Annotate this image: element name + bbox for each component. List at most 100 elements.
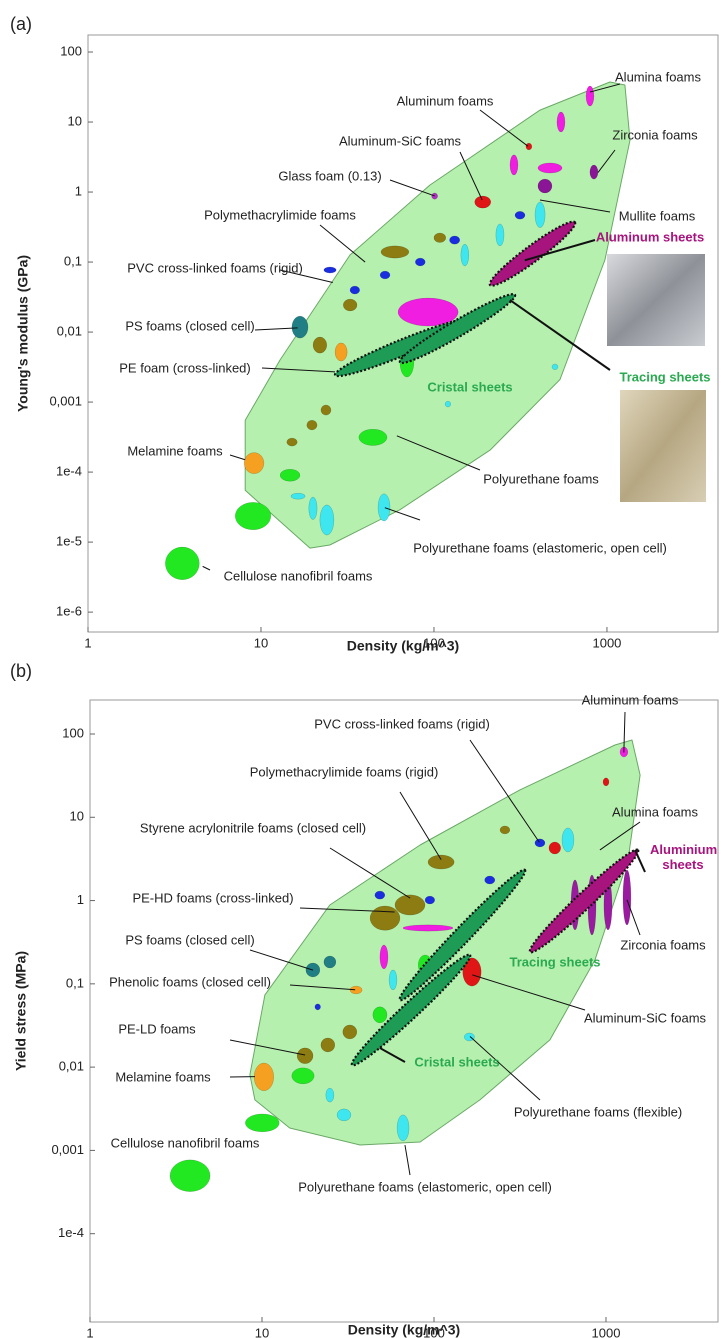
leader-line bbox=[319, 224, 366, 263]
annotation-label: Alumina foams bbox=[615, 69, 701, 85]
leader-line bbox=[509, 299, 611, 371]
material-region bbox=[449, 235, 461, 245]
material-region bbox=[561, 827, 575, 853]
annotation-label: PVC cross-linked foams (rigid) bbox=[314, 716, 490, 732]
material-region bbox=[349, 285, 360, 295]
x-tick-label: 10 bbox=[254, 635, 268, 650]
leader-line bbox=[229, 454, 246, 461]
material-region bbox=[358, 428, 388, 446]
leader-line bbox=[329, 847, 411, 899]
annotation-label: Mullite foams bbox=[618, 208, 696, 224]
material-region bbox=[388, 969, 398, 991]
material-region bbox=[291, 315, 309, 339]
plot-frame bbox=[87, 34, 719, 633]
y-tick-label: 0,01 bbox=[59, 1059, 84, 1074]
annotation-label: PVC cross-linked foams (rigid) bbox=[127, 260, 303, 276]
annotation-label: Aluminium sheets bbox=[650, 842, 718, 872]
photo-tracing-sheets bbox=[620, 390, 706, 502]
material-region bbox=[380, 245, 410, 259]
y-tick-label: 1e-5 bbox=[56, 534, 82, 549]
material-region bbox=[334, 342, 348, 362]
x-tick-label: 1 bbox=[86, 1325, 93, 1338]
leader-line bbox=[599, 821, 641, 851]
x-tick-label: 10 bbox=[255, 1325, 269, 1338]
leader-line bbox=[249, 949, 314, 971]
leader-line bbox=[623, 711, 626, 753]
leader-line bbox=[399, 791, 442, 860]
y-tick-label: 1 bbox=[77, 892, 84, 907]
y-tick-label: 100 bbox=[60, 43, 82, 58]
material-region bbox=[602, 777, 610, 787]
annotation-label: Glass foam (0.13) bbox=[278, 168, 382, 184]
material-region bbox=[514, 211, 526, 220]
material-region bbox=[245, 1113, 280, 1133]
annotation-label: Aluminum foams bbox=[396, 93, 494, 109]
x-tick-label: 1000 bbox=[592, 1325, 621, 1338]
material-region bbox=[379, 944, 389, 970]
material-region bbox=[286, 437, 298, 447]
leader-line bbox=[229, 1039, 306, 1056]
x-axis-title: Density (kg/m^3) bbox=[347, 638, 459, 654]
material-region bbox=[291, 1067, 315, 1085]
annotation-label: Aluminum-SiC foams bbox=[338, 133, 462, 149]
material-region bbox=[312, 336, 328, 354]
material-region bbox=[537, 178, 553, 194]
material-region bbox=[585, 85, 595, 107]
x-tick-label: 100 bbox=[423, 1325, 445, 1338]
material-region bbox=[424, 895, 435, 905]
material-region bbox=[343, 298, 358, 312]
material-region bbox=[336, 1108, 352, 1122]
x-axis-title: Density (kg/m^3) bbox=[348, 1322, 460, 1338]
material-region bbox=[314, 1003, 321, 1011]
material-region bbox=[372, 1006, 388, 1024]
material-region bbox=[374, 890, 386, 900]
sheet-region bbox=[528, 848, 640, 954]
leader-line bbox=[389, 179, 435, 197]
sheet-region bbox=[398, 868, 527, 1002]
material-region bbox=[534, 838, 546, 848]
material-region bbox=[377, 493, 391, 522]
material-region bbox=[537, 162, 563, 174]
leader-line bbox=[289, 984, 356, 991]
leader-line bbox=[261, 367, 336, 373]
annotation-label: Alumina foams bbox=[612, 804, 698, 820]
material-region bbox=[323, 955, 337, 969]
panel-label: (b) bbox=[10, 661, 32, 681]
sheet-region bbox=[488, 220, 577, 287]
y-tick-label: 100 bbox=[62, 725, 84, 740]
leader-line bbox=[479, 109, 529, 147]
annotation-label: Tracing sheets bbox=[509, 954, 601, 970]
panel-label: (a) bbox=[10, 14, 32, 34]
material-region bbox=[427, 854, 455, 870]
material-region bbox=[548, 841, 561, 855]
annotation-label: PE-LD foams bbox=[118, 1021, 196, 1037]
x-tick-label: 100 bbox=[423, 635, 445, 650]
material-region bbox=[415, 257, 426, 267]
leader-line bbox=[396, 435, 481, 471]
y-axis-title: Young's modulus (GPa) bbox=[15, 255, 31, 412]
leader-line bbox=[589, 83, 621, 93]
material-region bbox=[169, 1159, 211, 1192]
material-region bbox=[499, 825, 511, 835]
material-region bbox=[474, 195, 492, 209]
material-region bbox=[534, 201, 546, 228]
material-region bbox=[589, 164, 599, 180]
annotation-label: Zirconia foams bbox=[612, 127, 698, 143]
annotation-label: Aluminum foams bbox=[581, 692, 679, 708]
y-tick-label: 1 bbox=[75, 183, 82, 198]
material-region bbox=[349, 985, 363, 995]
x-tick-label: 1000 bbox=[592, 635, 621, 650]
annotation-label: Styrene acrylonitrile foams (closed cell… bbox=[139, 820, 367, 836]
annotation-label: Melamine foams bbox=[127, 443, 223, 459]
material-region bbox=[319, 504, 335, 536]
material-region bbox=[402, 924, 454, 932]
material-region bbox=[464, 1032, 475, 1042]
material-region bbox=[325, 1087, 335, 1103]
annotation-label: Polyurethane foams (flexible) bbox=[513, 1104, 683, 1120]
annotation-label: Polyurethane foams (elastomeric, open ce… bbox=[413, 540, 667, 556]
leader-line bbox=[539, 199, 611, 213]
y-tick-label: 0,1 bbox=[64, 253, 82, 268]
annotation-label: Cellulose nanofibril foams bbox=[223, 568, 373, 584]
annotation-label: PS foams (closed cell) bbox=[125, 932, 255, 948]
